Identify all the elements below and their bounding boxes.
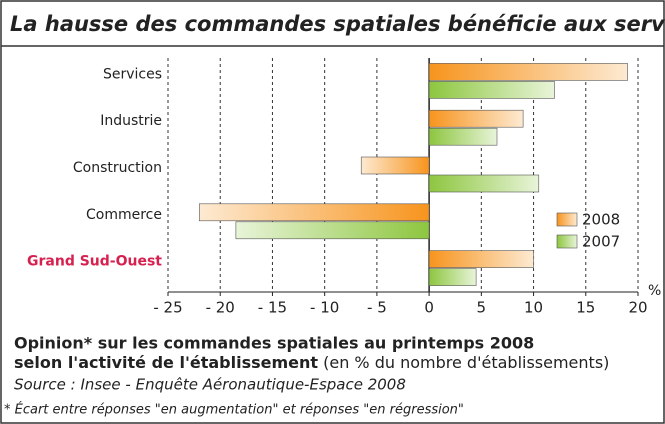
bar: [360, 156, 430, 175]
x-tick-label: 10: [524, 299, 543, 317]
source: Source : Insee - Enquête Aéronautique-Es…: [14, 376, 406, 394]
bar: [428, 127, 498, 146]
bar: [428, 63, 628, 81]
legend-label: 2007: [582, 233, 620, 251]
y-tick-label: Industrie: [100, 113, 162, 129]
x-tick-label: 20: [628, 299, 647, 317]
bar: [428, 174, 540, 193]
x-tick-label: - 25: [153, 299, 182, 317]
bar: [428, 81, 555, 99]
subtitle: selon l'activité de l'établissement (en …: [14, 353, 609, 372]
x-tick-label: 5: [477, 299, 487, 317]
legend-swatch: [556, 212, 578, 227]
y-tick-label: Construction: [73, 160, 162, 176]
x-tick-label: 15: [576, 299, 595, 317]
y-tick-label: Services: [103, 66, 162, 82]
subtitle: Opinion* sur les commandes spatiales au …: [14, 334, 534, 353]
x-tick-label: - 15: [258, 299, 287, 317]
x-tick-label: 0: [424, 299, 434, 317]
bar: [428, 250, 534, 268]
bar: [199, 203, 430, 222]
x-tick-label: - 20: [206, 299, 235, 317]
legend-label: 2008: [582, 211, 620, 229]
footnote: * Écart entre réponses "en augmentation"…: [4, 402, 464, 418]
x-tick-label: - 5: [367, 299, 387, 317]
bar: [428, 268, 477, 286]
chart-title: La hausse des commandes spatiales bénéfi…: [10, 12, 665, 36]
subtitle-bold: selon l'activité de l'établissement: [14, 353, 318, 372]
x-tick-label: - 10: [310, 299, 339, 317]
bar: [235, 221, 430, 240]
legend-swatch: [556, 234, 578, 249]
subtitle-normal: (en % du nombre d'établissements): [318, 353, 609, 372]
x-unit: %: [648, 283, 661, 299]
y-tick-label: Grand Sud-Ouest: [27, 254, 162, 270]
bar: [428, 109, 524, 128]
y-tick-label: Commerce: [86, 207, 162, 223]
